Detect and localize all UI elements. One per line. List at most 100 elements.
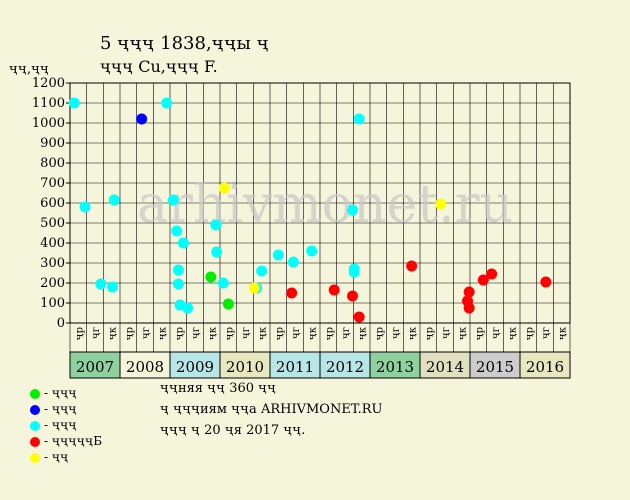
- y-tick-label: 1100: [32, 96, 65, 111]
- y-tick-label: 900: [40, 136, 65, 151]
- y-tick-label: 600: [40, 196, 65, 211]
- y-tick-label: 100: [40, 296, 65, 311]
- legend-marker: [30, 420, 40, 431]
- data-point: [172, 264, 184, 276]
- y-tick-label: 400: [40, 236, 65, 251]
- data-point: [463, 286, 475, 298]
- year-cell: [369, 351, 421, 379]
- data-point: [328, 284, 340, 296]
- quarter-label: ҷр: [524, 327, 535, 340]
- y-tick-label: 700: [40, 176, 65, 191]
- data-point: [211, 246, 223, 258]
- data-point: [540, 276, 552, 288]
- legend-item: - ҷҷҷ: [30, 385, 77, 401]
- data-point: [477, 274, 489, 286]
- legend-label: - ҷҷҷ: [44, 402, 77, 416]
- year-label: 2008: [126, 358, 164, 376]
- data-point: [272, 249, 284, 261]
- data-point: [136, 113, 148, 125]
- data-point: [171, 225, 183, 237]
- data-point: [353, 311, 365, 323]
- data-point: [108, 194, 120, 206]
- y-tick-label: 0: [57, 316, 65, 331]
- quarter-label: ҷк: [558, 326, 569, 340]
- legend-marker: [30, 452, 40, 463]
- year-cell: [269, 351, 321, 379]
- year-label: 2014: [426, 358, 464, 376]
- quarter-label: ҷк: [208, 326, 219, 340]
- note-average: ҷҷняя ҷҷ 360 ҷҷ: [160, 381, 277, 396]
- year-label: 2010: [226, 358, 264, 376]
- data-point: [107, 281, 118, 293]
- quarter-label: ҷр: [474, 327, 485, 340]
- data-point: [182, 302, 193, 314]
- quarter-label: ҷг: [191, 327, 202, 339]
- quarter-label: ҷг: [141, 327, 152, 339]
- quarter-label: ҷк: [508, 326, 519, 340]
- legend-item: - ҷҷҷ: [30, 401, 77, 417]
- data-point: [172, 278, 184, 290]
- data-point: [222, 298, 234, 310]
- y-tick-label: 800: [40, 156, 65, 171]
- note-source: ҷ ҷҷҷиям ҷҷа ARHIVMONET.RU: [160, 402, 383, 417]
- quarter-label: ҷр: [124, 327, 135, 340]
- data-point: [406, 260, 418, 272]
- legend-marker: [30, 404, 40, 415]
- legend-marker: [30, 436, 40, 447]
- y-tick-label: 500: [40, 216, 65, 231]
- y-tick-label: 1200: [32, 76, 65, 91]
- year-label: 2016: [526, 358, 564, 376]
- data-point: [177, 237, 189, 249]
- data-point: [167, 194, 179, 206]
- data-point: [306, 245, 318, 257]
- legend-label: - ҷҷ: [44, 450, 69, 464]
- data-point: [435, 198, 447, 210]
- y-tick-label: 300: [40, 256, 65, 271]
- data-point: [286, 287, 298, 299]
- legend-item: - ҷҷҷҷҷБ: [30, 433, 102, 449]
- year-label: 2009: [176, 358, 214, 376]
- quarter-label: ҷк: [308, 326, 319, 340]
- quarter-label: ҷг: [91, 327, 102, 339]
- y-tick-label: 1000: [32, 116, 65, 131]
- y-tick-label: 200: [40, 276, 65, 291]
- quarter-label: ҷк: [158, 326, 169, 340]
- legend-marker: [30, 388, 40, 399]
- quarter-label: ҷг: [441, 327, 452, 339]
- year-cell: [519, 351, 571, 379]
- year-cell: [169, 351, 221, 379]
- chart-title: 5 ҷҷҷ 1838,ҷҷы ҷ: [100, 33, 269, 54]
- data-point: [218, 182, 230, 194]
- quarter-label: ҷр: [174, 327, 185, 340]
- quarter-label: ҷк: [458, 326, 469, 340]
- data-point: [486, 268, 498, 280]
- quarter-label: ҷр: [224, 327, 235, 340]
- data-point: [95, 278, 107, 290]
- year-label: 2011: [276, 358, 314, 376]
- quarter-label: ҷг: [341, 327, 352, 339]
- data-point: [210, 219, 222, 231]
- quarter-label: ҷр: [274, 327, 285, 340]
- legend-label: - ҷҷҷ: [44, 418, 77, 432]
- data-point: [161, 97, 173, 109]
- legend-label: - ҷҷҷҷҷБ: [44, 434, 103, 448]
- year-label: 2013: [376, 358, 414, 376]
- quarter-label: ҷг: [241, 327, 252, 339]
- year-cell: [219, 351, 271, 379]
- year-label: 2007: [76, 358, 114, 376]
- quarter-label: ҷр: [374, 327, 385, 340]
- data-point: [205, 271, 217, 283]
- quarter-label: ҷк: [358, 326, 369, 340]
- data-point: [287, 256, 299, 268]
- quarter-label: ҷк: [108, 326, 119, 340]
- legend-item: - ҷҷ: [30, 449, 68, 465]
- legend-item: - ҷҷҷ: [30, 417, 77, 433]
- year-cell: [69, 351, 121, 379]
- year-cell: [419, 351, 471, 379]
- data-point: [463, 302, 475, 314]
- watermark: arhivmonet.ru: [137, 175, 513, 235]
- data-point: [68, 97, 80, 109]
- data-point: [256, 265, 268, 277]
- quarter-label: ҷр: [424, 327, 435, 340]
